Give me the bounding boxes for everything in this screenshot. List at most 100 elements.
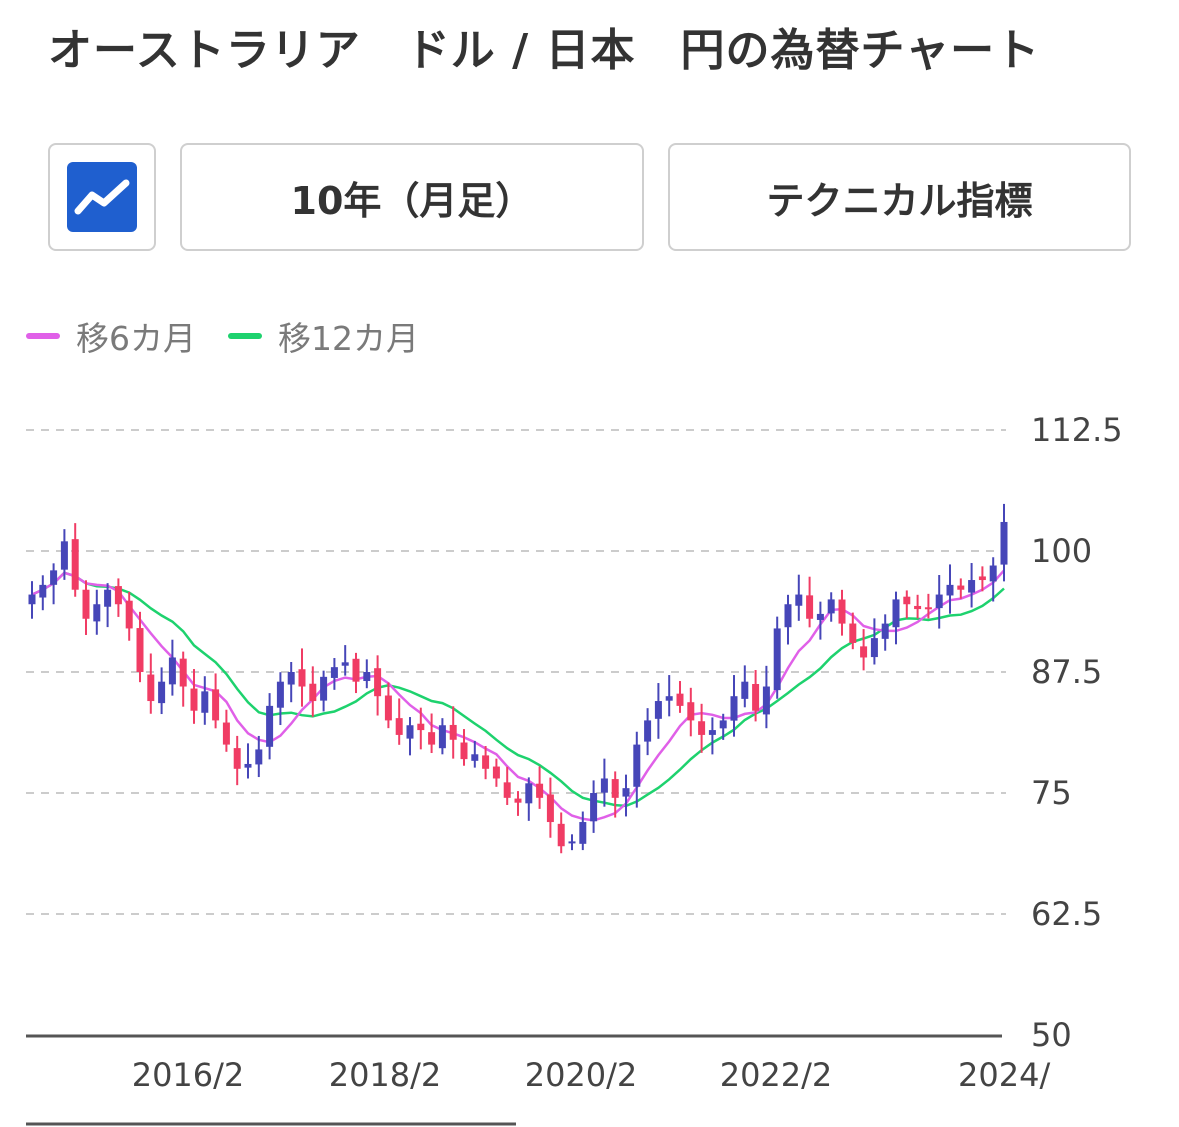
- ma6-line: [31, 569, 1005, 822]
- candle: [438, 718, 446, 755]
- indicator-label: テクニカル指標: [766, 178, 1033, 223]
- candle: [93, 589, 101, 635]
- candle: [449, 706, 457, 759]
- candle-body: [384, 695, 392, 721]
- candle-body: [93, 604, 101, 622]
- candle-body: [428, 732, 436, 745]
- candle: [82, 580, 90, 635]
- candle-body: [482, 755, 490, 769]
- candle-body: [168, 657, 176, 685]
- candle-body: [752, 684, 760, 711]
- candle-body: [708, 730, 716, 735]
- candle: [762, 665, 770, 729]
- candle-body: [395, 718, 403, 735]
- candle-body: [914, 605, 922, 610]
- candle: [903, 590, 911, 619]
- candle-body: [698, 721, 706, 735]
- candle: [849, 612, 857, 650]
- candle-body: [784, 604, 792, 628]
- candle: [374, 655, 382, 716]
- candle: [158, 667, 166, 715]
- candle-body: [795, 594, 803, 606]
- candle: [654, 683, 662, 739]
- candle-body: [201, 691, 209, 713]
- candle: [741, 665, 749, 708]
- candle-body: [125, 600, 133, 629]
- x-tick-label: 2020/2: [525, 1056, 638, 1094]
- candle-body: [600, 778, 608, 793]
- candle: [190, 669, 198, 724]
- candle-body: [838, 599, 846, 624]
- candle-body: [557, 823, 565, 847]
- candle: [147, 653, 155, 714]
- technical-indicator-button[interactable]: テクニカル指標: [668, 143, 1131, 251]
- candle: [428, 713, 436, 754]
- candle-body: [827, 599, 835, 614]
- candle: [179, 651, 187, 707]
- line-chart-icon: [67, 162, 137, 232]
- candle: [50, 563, 58, 605]
- candle: [676, 681, 684, 713]
- candle: [633, 731, 641, 808]
- candle: [309, 666, 317, 717]
- candle: [600, 758, 608, 807]
- candle-body: [957, 585, 965, 590]
- candle: [935, 575, 943, 629]
- legend-swatch-ma12: [228, 333, 262, 339]
- candle: [708, 717, 716, 755]
- candle: [395, 698, 403, 745]
- candle: [266, 693, 274, 760]
- candle: [611, 771, 619, 818]
- candle-body: [687, 702, 695, 721]
- candle-body: [222, 722, 230, 745]
- candle-body: [147, 674, 155, 702]
- candle-body: [892, 599, 900, 628]
- candle: [752, 670, 760, 722]
- y-tick-label: 112.5: [1031, 411, 1123, 449]
- x-axis: 2016/2 2018/2 2020/2 2022/2 2024/: [26, 1034, 1050, 1126]
- candle-body: [546, 794, 554, 823]
- candle: [255, 735, 263, 778]
- candle: [719, 713, 727, 740]
- candle: [978, 566, 986, 592]
- candle: [914, 594, 922, 619]
- candle-body: [525, 783, 533, 804]
- candle: [244, 743, 252, 779]
- candle: [946, 564, 954, 614]
- candle: [71, 523, 79, 597]
- candle-body: [978, 576, 986, 581]
- candle-body: [935, 594, 943, 609]
- candle: [838, 589, 846, 636]
- candle: [460, 729, 468, 766]
- period-select-button[interactable]: 10年（月足）: [180, 143, 644, 251]
- candle-body: [190, 688, 198, 711]
- candle: [298, 648, 306, 707]
- candle-body: [654, 701, 662, 719]
- candle: [330, 658, 338, 690]
- ma12-line: [31, 571, 1005, 808]
- candle-body: [287, 672, 295, 685]
- candle: [784, 594, 792, 645]
- candle: [806, 576, 814, 628]
- candle: [924, 593, 932, 619]
- candle: [525, 777, 533, 821]
- candle-body: [28, 594, 36, 605]
- candle-body: [611, 779, 619, 798]
- candle: [212, 673, 220, 729]
- candle: [222, 709, 230, 752]
- x-tick-label: 2018/2: [329, 1056, 442, 1094]
- candle: [482, 746, 490, 780]
- candle-body: [276, 681, 284, 708]
- chart-type-button[interactable]: [48, 143, 156, 251]
- x-tick-label: 2022/2: [720, 1056, 833, 1094]
- candle: [989, 557, 997, 602]
- candle-body: [989, 565, 997, 582]
- candle: [492, 758, 500, 787]
- y-tick-label: 87.5: [1031, 653, 1102, 691]
- grid-lines: [26, 429, 1006, 915]
- candle: [795, 574, 803, 621]
- candle-body: [309, 683, 317, 702]
- candle-body: [255, 749, 263, 765]
- candle: [557, 812, 565, 854]
